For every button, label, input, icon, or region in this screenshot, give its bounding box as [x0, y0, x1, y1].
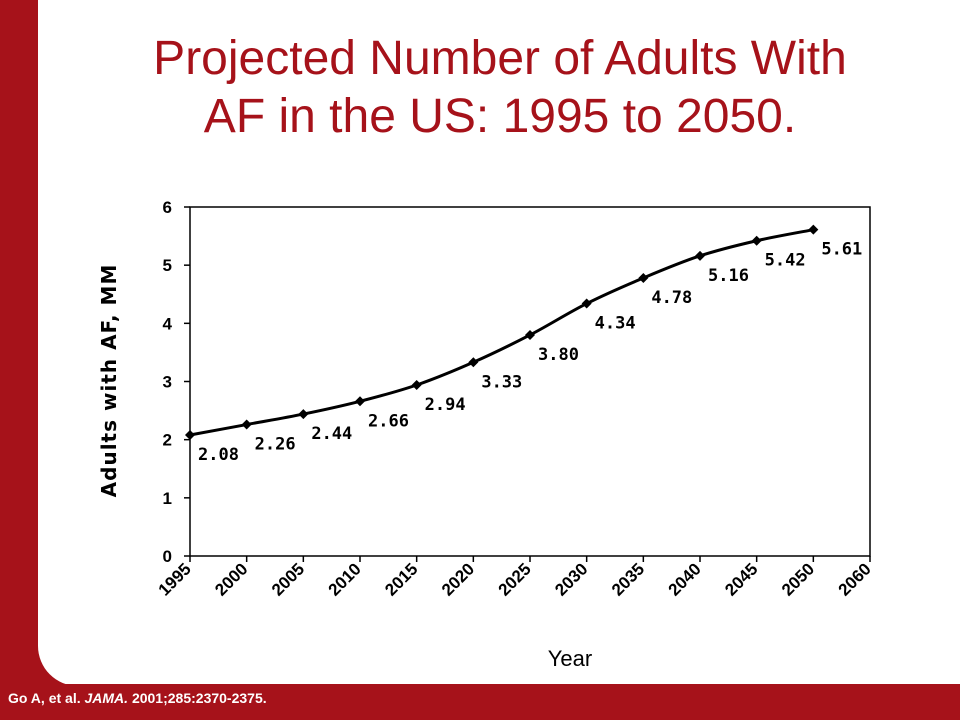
citation-journal: JAMA.: [84, 690, 129, 706]
slide-title: Projected Number of Adults With AF in th…: [60, 30, 940, 146]
data-point-marker: [298, 409, 309, 420]
x-axis-title: Year: [548, 646, 592, 671]
slide-frame-left: [0, 0, 38, 720]
data-point-marker: [525, 329, 535, 340]
x-tick-label: 2050: [778, 559, 818, 599]
x-tick-label: 2040: [665, 559, 705, 599]
data-label: 2.44: [311, 424, 352, 444]
y-axis-title: Adults with AF, MM: [97, 264, 121, 498]
x-tick-label: 2010: [325, 559, 365, 599]
x-tick-label: 2000: [211, 559, 251, 599]
data-label: 2.26: [255, 435, 296, 455]
data-label: 4.78: [651, 288, 692, 308]
x-tick-label: 2045: [721, 559, 761, 599]
slide-frame-bottom: [0, 684, 960, 720]
data-point-marker: [751, 235, 762, 246]
data-point-marker: [241, 419, 252, 430]
citation-authors: Go A, et al.: [8, 690, 81, 706]
citation-details: 2001;285:2370-2375.: [131, 690, 267, 706]
y-tick-label: 3: [163, 373, 172, 392]
data-label: 3.80: [538, 345, 579, 365]
data-label: 2.66: [368, 411, 409, 431]
data-label: 2.94: [425, 395, 466, 415]
y-tick-label: 1: [163, 489, 172, 508]
y-tick-label: 0: [163, 547, 172, 566]
data-label: 2.08: [198, 445, 239, 465]
data-label: 3.33: [481, 372, 522, 392]
x-tick-label: 2030: [551, 559, 591, 599]
slide-frame-corner-curve: [38, 606, 118, 686]
data-label: 5.42: [765, 251, 806, 271]
y-tick-label: 2: [163, 431, 172, 450]
series-line: [189, 228, 814, 437]
data-point-marker: [581, 298, 592, 309]
x-tick-label: 2015: [381, 559, 421, 599]
x-tick-label: 2025: [495, 559, 535, 599]
data-point-marker: [695, 250, 705, 261]
data-point-marker: [355, 396, 365, 407]
data-label: 5.16: [708, 266, 749, 286]
x-tick-label: 2005: [268, 559, 308, 599]
x-tick-label: 1995: [155, 559, 195, 599]
x-tick-label: 2035: [608, 559, 648, 599]
x-tick-label: 2020: [438, 559, 478, 599]
line-chart: 0 1 2 3 4 5 6 1995 2000 2005 2010 2015 2020 2025 2030 2…: [97, 198, 875, 671]
y-tick-label: 4: [163, 314, 173, 333]
y-tick-label: 5: [163, 256, 172, 275]
data-point-marker: [468, 357, 479, 368]
x-tick-label: 2060: [835, 559, 875, 599]
data-label: 4.34: [595, 314, 636, 334]
slide-title-line-2: AF in the US: 1995 to 2050.: [203, 90, 797, 143]
citation-footnote: Go A, et al. JAMA. 2001;285:2370-2375.: [8, 690, 267, 706]
data-point-marker: [808, 224, 819, 235]
slide-title-line-1: Projected Number of Adults With: [153, 32, 847, 85]
y-tick-label: 6: [163, 198, 172, 217]
data-label: 5.61: [821, 240, 862, 260]
data-point-marker: [638, 272, 649, 283]
data-point-marker: [185, 430, 195, 441]
data-point-marker: [411, 379, 422, 390]
